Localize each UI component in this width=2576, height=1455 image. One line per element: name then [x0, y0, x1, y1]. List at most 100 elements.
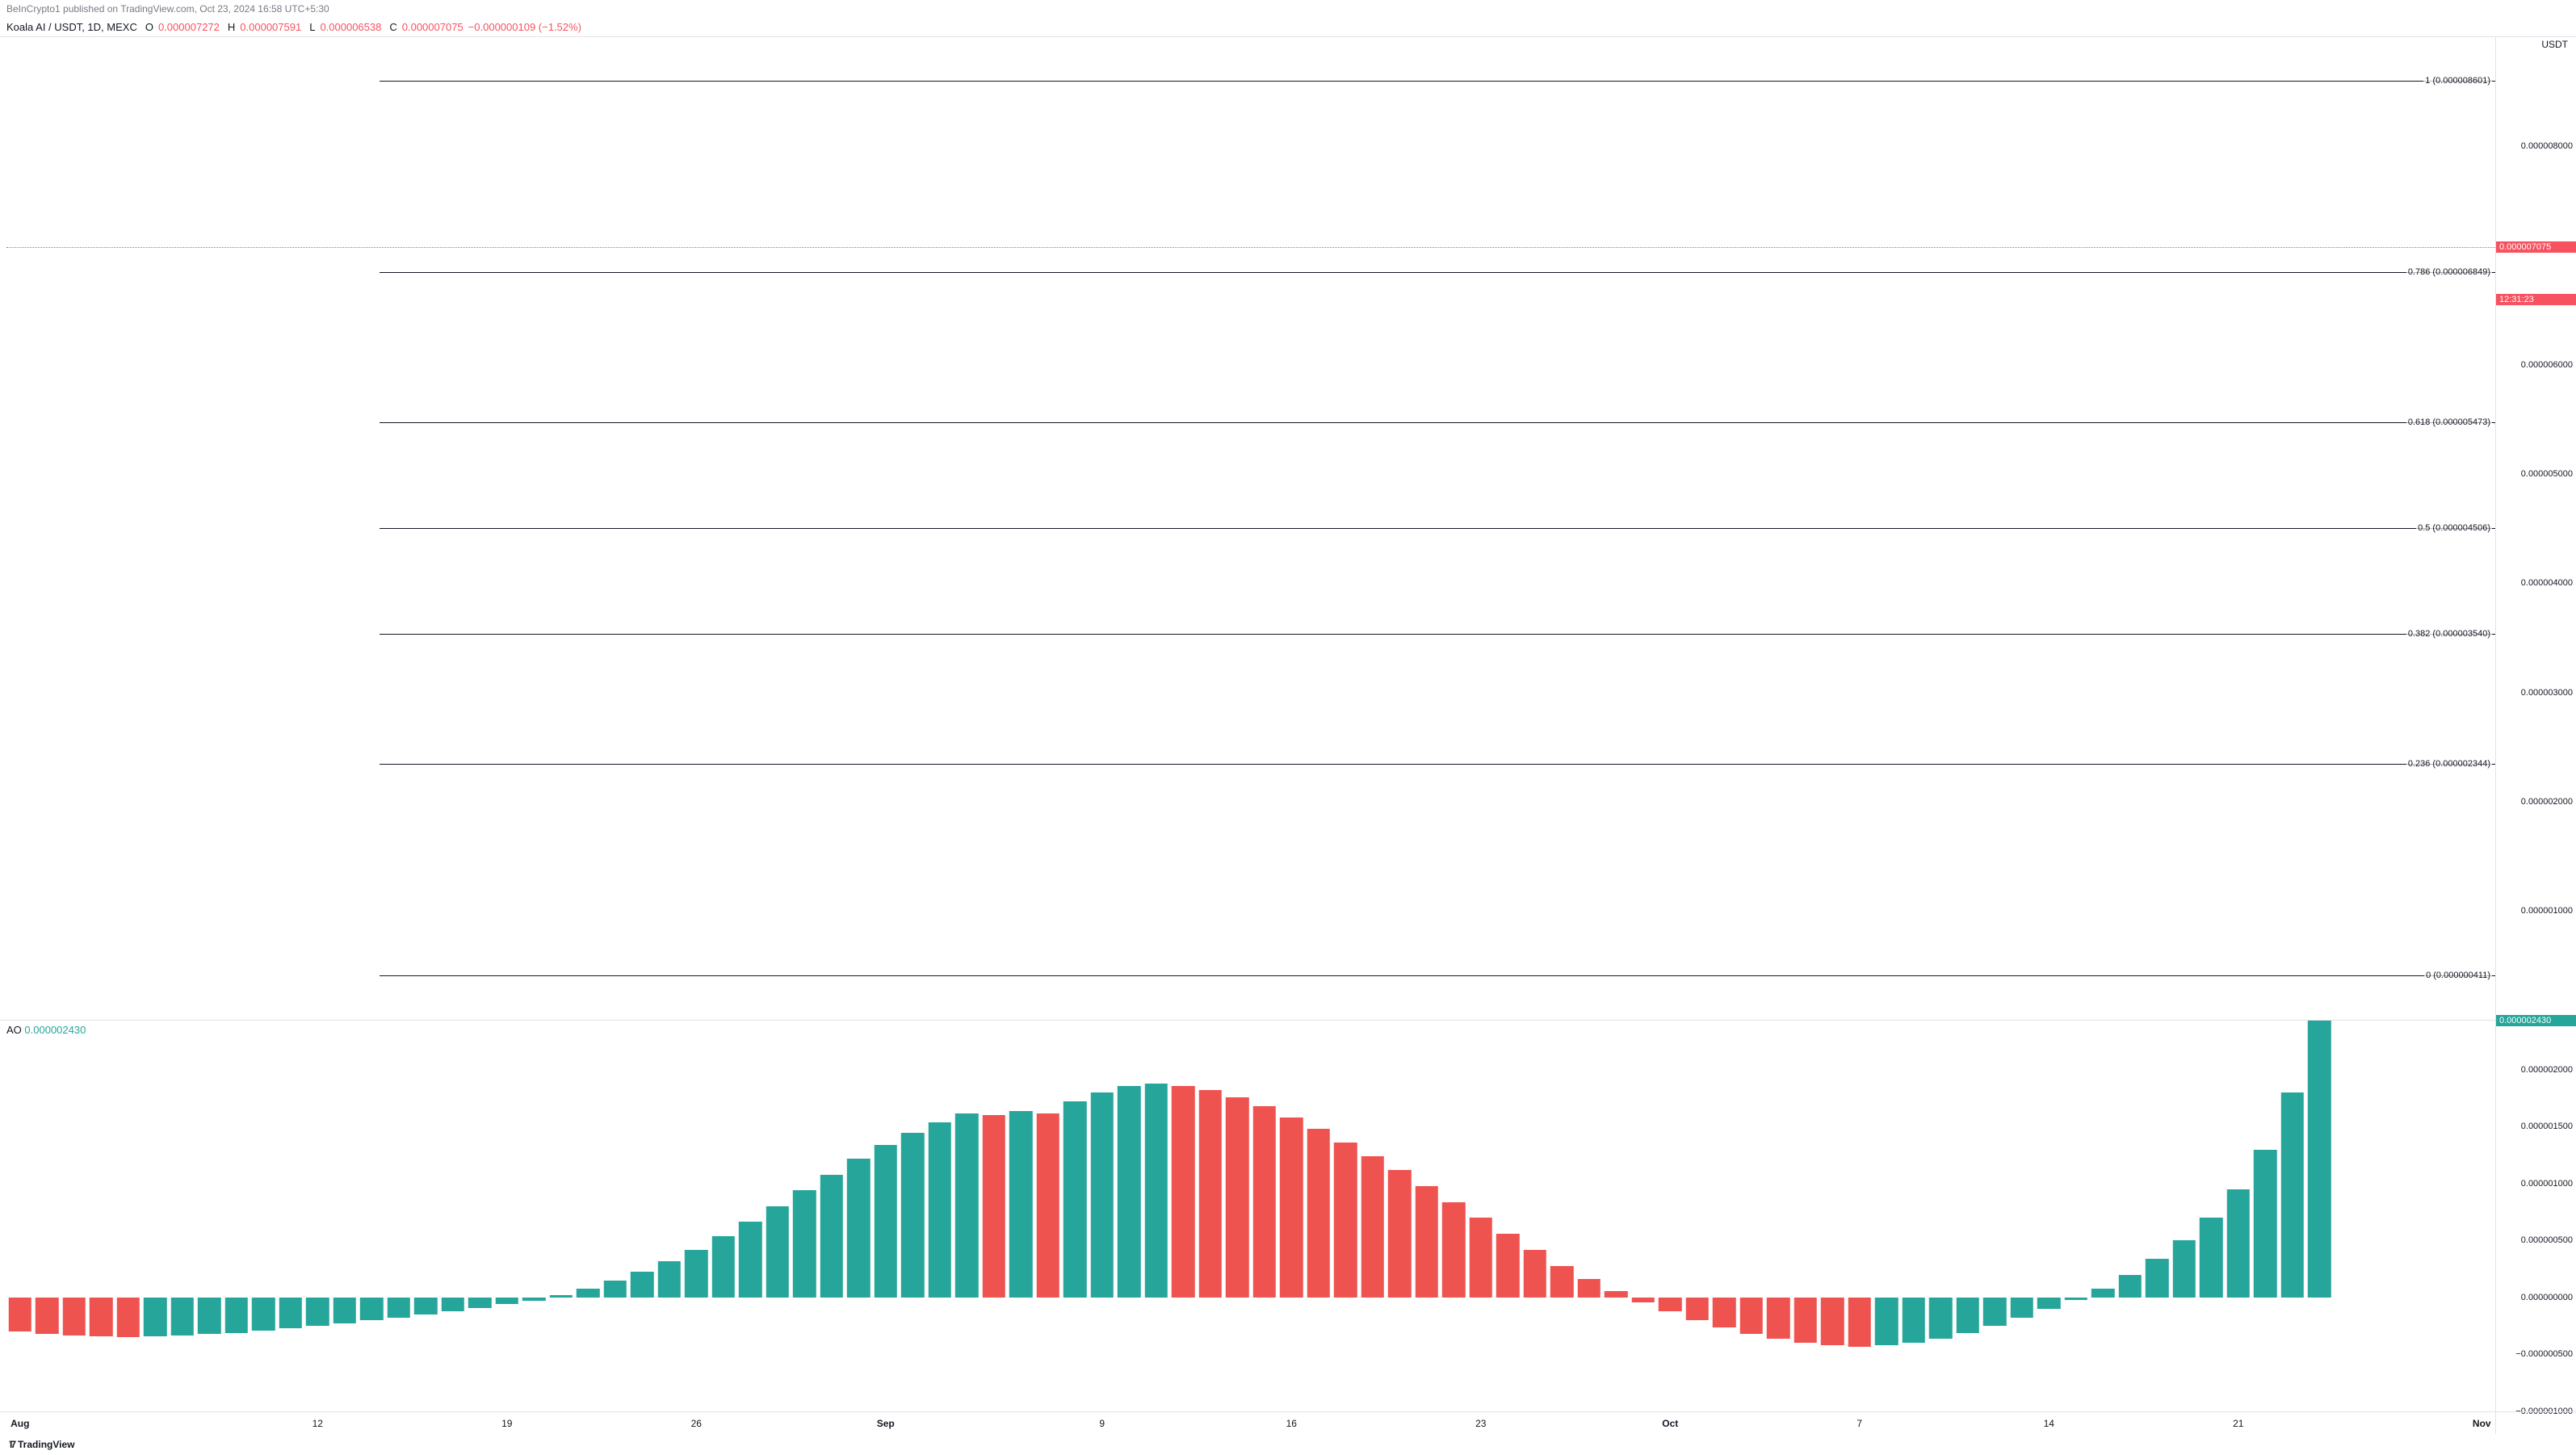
ao-bar[interactable] [1253, 1106, 1276, 1298]
fib-line[interactable] [380, 81, 2495, 82]
ao-bar[interactable] [1821, 1298, 1844, 1345]
ao-bar[interactable] [1632, 1298, 1655, 1302]
ao-bar[interactable] [1605, 1291, 1627, 1298]
ao-bar[interactable] [1550, 1266, 1573, 1298]
ao-bar[interactable] [334, 1298, 356, 1323]
ao-bar[interactable] [1226, 1097, 1248, 1298]
ao-bar[interactable] [1388, 1170, 1411, 1298]
fib-line[interactable] [380, 528, 2495, 529]
ao-y-axis[interactable]: −0.000001000−0.0000005000.0000000000.000… [2495, 1021, 2576, 1411]
ao-bar[interactable] [1983, 1298, 2006, 1326]
ao-bar[interactable] [766, 1206, 789, 1298]
ao-bar[interactable] [901, 1133, 924, 1298]
ao-bar[interactable] [36, 1298, 58, 1334]
ao-bar[interactable] [739, 1222, 761, 1298]
ao-bar[interactable] [2227, 1189, 2250, 1298]
x-axis-pane[interactable]: Aug121926Sep91623Oct71421Nov [0, 1411, 2576, 1434]
ao-bar[interactable] [1145, 1084, 1168, 1298]
ao-bar[interactable] [955, 1113, 978, 1298]
fib-line[interactable] [380, 634, 2495, 635]
ao-bar[interactable] [1172, 1086, 1194, 1298]
ao-bar[interactable] [1496, 1234, 1519, 1298]
ao-bar[interactable] [1903, 1298, 1925, 1343]
ao-bar[interactable] [875, 1145, 897, 1298]
ao-bar[interactable] [1442, 1202, 1465, 1298]
ao-bar[interactable] [604, 1281, 627, 1298]
ao-bar[interactable] [198, 1298, 220, 1334]
ao-bar[interactable] [225, 1298, 248, 1333]
ao-bar[interactable] [929, 1122, 951, 1298]
ao-bar[interactable] [496, 1298, 518, 1304]
ao-bar[interactable] [90, 1298, 112, 1336]
price-plot-region[interactable]: 1 (0.000008601)0.786 (0.000006849)0.618 … [6, 37, 2495, 1020]
ao-bar[interactable] [1740, 1298, 1763, 1334]
ao-bar[interactable] [2037, 1298, 2060, 1309]
ao-plot-region[interactable] [6, 1021, 2495, 1411]
ao-bar[interactable] [2254, 1150, 2276, 1298]
ao-bar[interactable] [1848, 1298, 1871, 1347]
ao-bar[interactable] [117, 1298, 140, 1337]
ao-bar[interactable] [360, 1298, 383, 1320]
ao-bar[interactable] [1091, 1092, 1114, 1298]
ao-bar[interactable] [2091, 1289, 2114, 1298]
ao-bar[interactable] [1659, 1298, 1681, 1311]
ao-bar[interactable] [2146, 1259, 2168, 1298]
ao-bar[interactable] [685, 1250, 707, 1298]
ao-bar[interactable] [2173, 1240, 2196, 1298]
ao-bar[interactable] [1118, 1086, 1140, 1298]
ao-bar[interactable] [1767, 1298, 1789, 1339]
ao-bar[interactable] [388, 1298, 410, 1318]
ao-bar[interactable] [983, 1115, 1005, 1298]
fib-line[interactable] [380, 764, 2495, 765]
ao-bar[interactable] [1037, 1113, 1059, 1298]
ao-bar[interactable] [171, 1298, 194, 1335]
ao-pane[interactable]: AO 0.000002430 −0.000001000−0.0000005000… [0, 1020, 2576, 1411]
ao-bar[interactable] [1009, 1111, 1032, 1298]
ao-bar[interactable] [2065, 1298, 2087, 1300]
ao-bar[interactable] [631, 1272, 653, 1298]
ao-bar[interactable] [1713, 1298, 1735, 1327]
ao-bar[interactable] [1875, 1298, 1898, 1345]
ao-bar[interactable] [414, 1298, 437, 1315]
ao-bar[interactable] [2308, 1021, 2331, 1298]
ao-bar[interactable] [144, 1298, 166, 1336]
ao-bar[interactable] [577, 1289, 599, 1298]
ao-bar[interactable] [252, 1298, 275, 1331]
ao-bar[interactable] [279, 1298, 302, 1328]
ao-bar[interactable] [793, 1190, 816, 1298]
ao-bar[interactable] [712, 1236, 735, 1298]
ao-bar[interactable] [9, 1298, 31, 1331]
ao-bar[interactable] [2200, 1218, 2222, 1298]
ao-bar[interactable] [1957, 1298, 1979, 1333]
ao-bar[interactable] [1686, 1298, 1709, 1320]
ao-bar[interactable] [1334, 1143, 1357, 1298]
price-pane[interactable]: 1 (0.000008601)0.786 (0.000006849)0.618 … [0, 36, 2576, 1020]
ao-bar[interactable] [2119, 1275, 2142, 1298]
ao-bar[interactable] [1794, 1298, 1817, 1343]
ao-bar[interactable] [1416, 1186, 1438, 1298]
ao-bar[interactable] [63, 1298, 86, 1335]
fib-line[interactable] [380, 975, 2495, 976]
price-y-axis[interactable]: USDT 0.0000000000.0000010000.0000020000.… [2495, 37, 2576, 1020]
ao-bar[interactable] [1199, 1090, 1222, 1298]
ao-bar[interactable] [847, 1159, 870, 1298]
ao-bar[interactable] [2011, 1298, 2033, 1318]
symbol-label[interactable]: Koala AI / USDT, 1D, MEXC [6, 21, 137, 33]
ao-bar[interactable] [1361, 1156, 1384, 1298]
ao-bar[interactable] [2281, 1092, 2304, 1298]
ao-bar[interactable] [306, 1298, 329, 1326]
ao-bar[interactable] [1929, 1298, 1952, 1339]
ao-bar[interactable] [1524, 1250, 1546, 1298]
ao-bar[interactable] [522, 1298, 545, 1301]
ao-bar[interactable] [1470, 1218, 1492, 1298]
ao-bar[interactable] [1064, 1101, 1086, 1298]
fib-line[interactable] [380, 272, 2495, 273]
ao-bar[interactable] [1578, 1279, 1601, 1298]
ao-bar[interactable] [442, 1298, 464, 1311]
fib-line[interactable] [380, 422, 2495, 423]
ao-bar[interactable] [1307, 1129, 1330, 1298]
ao-bar[interactable] [468, 1298, 491, 1308]
ao-bar[interactable] [658, 1261, 681, 1298]
ao-bar[interactable] [1280, 1117, 1303, 1298]
ao-bar[interactable] [550, 1295, 573, 1298]
